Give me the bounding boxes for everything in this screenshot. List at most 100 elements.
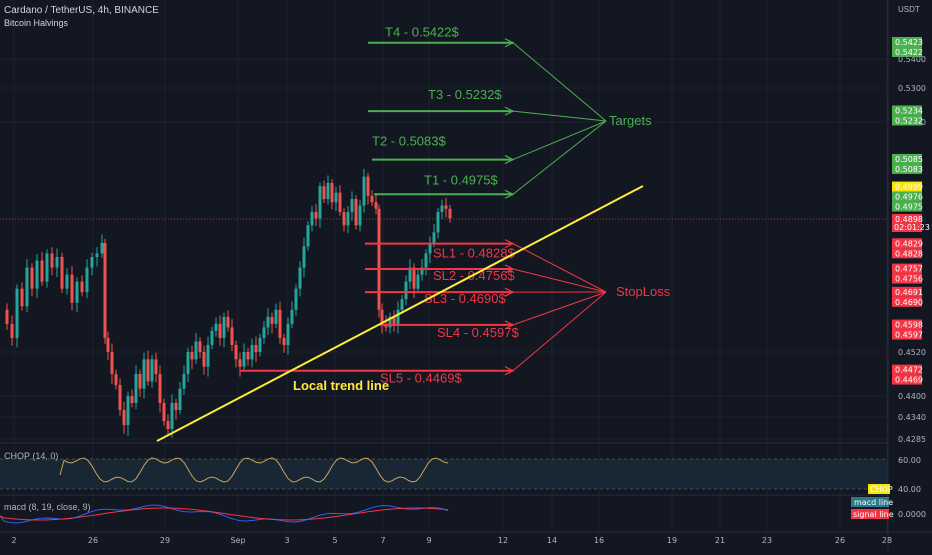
- candle: [111, 352, 114, 374]
- candle: [119, 385, 122, 410]
- candle: [295, 289, 298, 310]
- price-tag-label: 0.4999: [895, 183, 923, 192]
- candle: [66, 275, 69, 289]
- candle: [26, 268, 29, 307]
- price-tag-label: 0.5232: [895, 116, 923, 125]
- candle: [315, 212, 318, 218]
- candle: [147, 359, 150, 381]
- candle: [86, 268, 89, 293]
- candle: [355, 199, 358, 225]
- candle: [307, 225, 310, 246]
- price-tag-label: 0.4691: [895, 288, 923, 297]
- time-tick-label: 19: [667, 536, 677, 545]
- price-tick-label: 0.4340: [898, 413, 926, 422]
- time-tick-label: 16: [594, 536, 604, 545]
- candle: [11, 324, 14, 338]
- candle: [405, 282, 408, 300]
- candle: [127, 396, 130, 425]
- candle: [299, 268, 302, 289]
- candle: [449, 209, 452, 219]
- candle: [367, 177, 370, 196]
- chop-tag-label: CHOP: [870, 485, 893, 494]
- candle: [275, 310, 278, 324]
- targets-annotation: Targets: [609, 113, 652, 128]
- candle: [291, 310, 294, 324]
- candle: [131, 396, 134, 403]
- candle: [104, 243, 107, 338]
- candle: [359, 206, 362, 226]
- candle: [155, 359, 158, 374]
- price-tag-label: 0.4976: [895, 193, 923, 202]
- candle: [143, 359, 146, 388]
- candle: [71, 275, 74, 303]
- candle: [207, 345, 210, 367]
- candle: [183, 374, 186, 389]
- stoploss-annotation: StopLoss: [616, 284, 671, 299]
- candle: [41, 261, 44, 282]
- price-tag-label: 0.4690: [895, 298, 923, 307]
- candle: [215, 324, 218, 331]
- candle: [179, 389, 182, 410]
- candle: [397, 310, 400, 324]
- price-tag-countdown: 02:01:23: [894, 223, 930, 232]
- time-tick-label: 26: [88, 536, 98, 545]
- candle: [76, 282, 79, 303]
- candle: [227, 317, 230, 328]
- time-tick-label: 21: [715, 536, 725, 545]
- candle: [283, 338, 286, 345]
- price-tag-label: 0.4756: [895, 275, 923, 284]
- price-tag-label: 0.4757: [895, 265, 923, 274]
- level-label: SL4 - 0.4597$: [437, 325, 519, 340]
- candle: [36, 261, 39, 289]
- candle: [159, 374, 162, 403]
- level-label: T3 - 0.5232$: [428, 87, 502, 102]
- indicator-name: Bitcoin Halvings: [4, 18, 68, 28]
- level-label: T4 - 0.5422$: [385, 25, 459, 40]
- candle: [445, 206, 448, 209]
- candle: [21, 289, 24, 307]
- candle: [327, 183, 330, 199]
- candle: [46, 253, 49, 281]
- candle: [61, 257, 64, 289]
- candle: [351, 199, 354, 212]
- trend-line-label: Local trend line: [293, 378, 389, 393]
- candle: [347, 212, 350, 225]
- price-tick-label: 0.4400: [898, 392, 926, 401]
- candle: [235, 345, 238, 359]
- price-tag-label: 0.5423: [895, 38, 923, 47]
- time-tick-label: 12: [498, 536, 508, 545]
- price-tag-label: 0.4598: [895, 321, 923, 330]
- price-tag-label: 0.4828: [895, 249, 923, 258]
- candle: [231, 327, 234, 345]
- candle: [167, 421, 170, 429]
- candle: [199, 341, 202, 352]
- candle: [287, 324, 290, 345]
- candle: [331, 183, 334, 202]
- candle: [151, 359, 154, 381]
- candle: [401, 299, 404, 310]
- candle: [425, 253, 428, 267]
- level-label: T1 - 0.4975$: [424, 172, 498, 187]
- candle: [319, 186, 322, 218]
- price-tag-label: 0.5085: [895, 155, 923, 164]
- time-tick-label: 2: [11, 536, 16, 545]
- candle: [441, 206, 444, 212]
- candle: [303, 246, 306, 267]
- candle: [311, 212, 314, 225]
- candle: [437, 212, 440, 232]
- candle: [91, 257, 94, 268]
- macd-tag-label: macd line: [854, 498, 893, 507]
- time-tick-label: 3: [284, 536, 289, 545]
- chart-title: Cardano / TetherUS, 4h, BINANCE: [4, 5, 159, 16]
- time-tick-label: 23: [762, 536, 772, 545]
- candle: [81, 282, 84, 293]
- price-tick-label: 0.4285: [898, 435, 926, 444]
- candle: [417, 275, 420, 289]
- candle: [203, 352, 206, 367]
- candle: [323, 186, 326, 199]
- candle: [139, 374, 142, 389]
- candle: [255, 345, 258, 352]
- candle: [123, 410, 126, 425]
- candle: [163, 403, 166, 421]
